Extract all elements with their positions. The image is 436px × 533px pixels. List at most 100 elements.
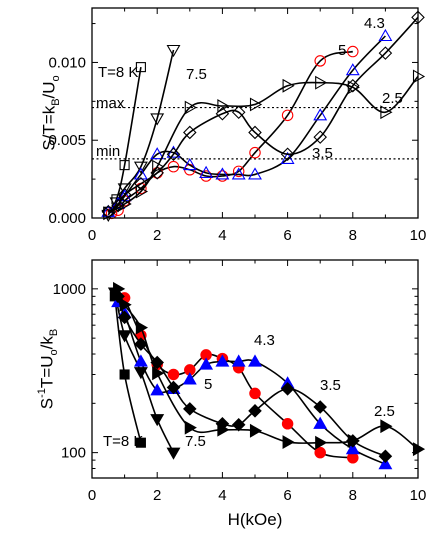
- label-8k: T=8 K: [98, 64, 138, 81]
- data-point-3-5: [134, 337, 148, 351]
- x-tick-label: 4: [218, 487, 226, 504]
- x-tick-label: 6: [283, 487, 291, 504]
- data-point-t-8-k: [119, 160, 130, 171]
- data-point-2-5: [412, 69, 426, 84]
- data-point-2-5: [380, 105, 393, 120]
- data-point-7-5: [166, 447, 181, 460]
- series-line-7-5: [107, 49, 175, 216]
- data-point-4-3: [231, 354, 246, 367]
- series-line-4-3: [117, 301, 386, 465]
- series-line-2-5: [107, 75, 419, 215]
- series-line-3-5: [107, 16, 419, 213]
- x-tick-label: 0: [88, 227, 96, 244]
- data-point-2-5: [249, 97, 263, 112]
- series-7-5: [101, 44, 181, 222]
- data-point-3-5: [111, 198, 125, 213]
- label-4-3: 4.3: [254, 332, 275, 349]
- y-tick-label: 100: [61, 445, 86, 462]
- data-point-5: [314, 446, 326, 459]
- data-point-3-5: [280, 382, 295, 396]
- data-point-7-5: [166, 44, 181, 58]
- data-point-3-5: [134, 176, 148, 191]
- data-point-2-5: [249, 423, 263, 438]
- label-3-5: 3.5: [312, 145, 333, 162]
- data-point-3-5: [231, 417, 246, 432]
- plot-frame: [91, 7, 419, 219]
- label-2-5: 2.5: [382, 90, 403, 107]
- x-tick-label: 8: [349, 227, 357, 244]
- series-group: [107, 281, 426, 470]
- x-tick-label: 10: [410, 487, 427, 504]
- data-point-t-8-k: [135, 437, 146, 448]
- data-point-3-5: [183, 402, 197, 416]
- x-tick-label: 8: [349, 487, 357, 504]
- label-7-5: 7.5: [186, 66, 207, 83]
- label-5: 5: [204, 376, 212, 393]
- data-point-2-5: [103, 206, 116, 221]
- x-tick-label: 0: [88, 487, 96, 504]
- series-2-5: [103, 69, 426, 221]
- x-tick-label: 2: [153, 487, 161, 504]
- data-point-3-5: [166, 147, 181, 162]
- data-point-4-3: [345, 63, 360, 76]
- data-point-3-5: [248, 404, 262, 418]
- data-point-2-5: [119, 197, 132, 211]
- data-point-5: [167, 368, 180, 381]
- data-point-3-5: [378, 46, 393, 60]
- data-point-t-8-k: [135, 62, 146, 73]
- series-3-5: [101, 10, 425, 219]
- data-point-7-5: [150, 113, 165, 126]
- data-point-4-3: [215, 167, 230, 180]
- data-point-4-3: [182, 158, 197, 171]
- data-point-4-3: [182, 372, 197, 385]
- data-point-2-5: [217, 99, 230, 113]
- plot-frame: [91, 259, 419, 479]
- data-point-7-5: [117, 330, 132, 343]
- data-point-5: [281, 418, 294, 430]
- data-point-4-3: [215, 354, 230, 367]
- data-point-2-5: [152, 366, 165, 381]
- data-point-3-5: [183, 125, 197, 140]
- series-3-5: [111, 289, 393, 464]
- data-point-2-5: [184, 420, 197, 435]
- data-point-4-3: [199, 357, 214, 370]
- y-tick-label: 0.000: [48, 210, 86, 227]
- data-point-5: [167, 160, 180, 173]
- data-point-5: [249, 146, 261, 159]
- label-3-5: 3.5: [320, 377, 341, 394]
- data-point-2-5: [380, 419, 393, 434]
- data-point-4-3: [313, 108, 328, 121]
- series-group: [101, 10, 426, 222]
- x-tick-label: 6: [283, 227, 291, 244]
- x-tick-label: 4: [218, 227, 226, 244]
- x-tick-label: 2: [153, 227, 161, 244]
- data-point-3-5: [378, 449, 393, 464]
- data-point-4-3: [231, 167, 246, 180]
- data-point-4-3: [248, 354, 262, 367]
- svg-text:S/T=kB/Uo: S/T=kB/Uo: [39, 75, 61, 150]
- data-point-5: [347, 45, 359, 58]
- data-point-7-5: [117, 183, 132, 196]
- y-axis-title: S-1T=Uo/kB: [36, 329, 60, 409]
- data-point-2-5: [347, 433, 360, 448]
- series-line-5: [111, 50, 354, 215]
- data-point-2-5: [184, 100, 197, 115]
- data-point-2-5: [347, 80, 360, 95]
- data-point-7-5: [133, 161, 148, 174]
- label-8k: T=8 K: [103, 433, 143, 450]
- axis-ticks: 0 2 4 6 8 10 0.000 0.005 0.010: [48, 8, 426, 244]
- panel-bottom-inverse: 0 2 4 6 8 10 100 1000 S-1T=Uo/kB H(kOe) 4.3 5 3…: [36, 259, 427, 529]
- data-point-2-5: [282, 78, 295, 93]
- data-point-3-5: [313, 400, 327, 414]
- data-point-2-5: [315, 435, 328, 450]
- data-point-3-5: [313, 130, 327, 144]
- x-tick-label: 10: [410, 227, 427, 244]
- panel-top-entropy: 0 2 4 6 8 10 0.000 0.005 0.010 S/T=kB/Uo T=8 K 7…: [39, 7, 426, 244]
- data-point-4-3: [199, 165, 214, 178]
- data-point-3-5: [117, 310, 132, 325]
- data-point-2-5: [119, 297, 132, 312]
- data-point-4-3: [313, 416, 328, 429]
- data-point-2-5: [135, 184, 149, 199]
- data-point-7-5: [150, 414, 165, 427]
